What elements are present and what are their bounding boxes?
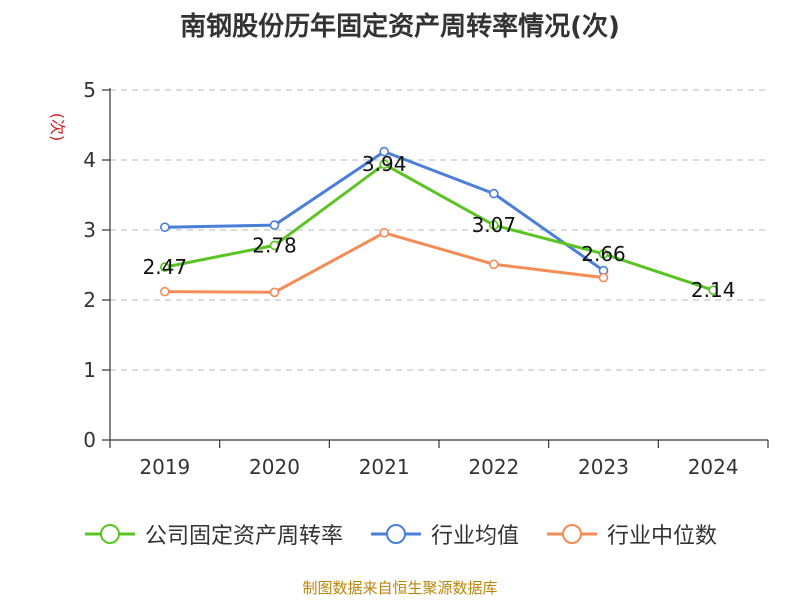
y-tick-label: 2 [83, 288, 96, 312]
source-note: 制图数据来自恒生聚源数据库 [302, 579, 498, 597]
data-label: 2.47 [143, 255, 188, 279]
data-point [379, 159, 389, 169]
legend-label: 公司固定资产周转率 [144, 524, 343, 549]
y-tick-label: 3 [83, 218, 96, 242]
legend-label: 行业均值 [430, 524, 519, 549]
x-tick-label: 2024 [688, 455, 739, 479]
series-line [164, 231, 604, 294]
data-label: 3.07 [472, 213, 517, 237]
series-line [164, 162, 714, 292]
legend-line-icon [370, 524, 421, 544]
data-point [269, 287, 280, 298]
data-point [489, 220, 499, 230]
y-tick-label: 0 [83, 428, 96, 452]
x-tick-label: 2019 [139, 455, 190, 479]
x-tick-label: 2023 [578, 455, 629, 479]
chart-title: 南钢股份历年固定资产周转率情况(次) [180, 12, 620, 42]
legend-item[interactable]: 行业中位数 [545, 518, 717, 550]
legend-item[interactable]: 行业均值 [369, 518, 519, 550]
x-tick-label: 2021 [359, 455, 410, 479]
data-point [269, 240, 280, 251]
data-point [379, 146, 389, 157]
data-point [489, 259, 499, 270]
data-point [160, 286, 170, 297]
x-tick-label: 2022 [468, 455, 519, 479]
x-tick-label: 2020 [249, 455, 300, 479]
data-point [269, 220, 280, 230]
y-tick-label: 4 [83, 148, 96, 172]
y-axis-label: (次) [48, 113, 67, 142]
data-label: 2.66 [581, 242, 626, 266]
data-label: 2.78 [252, 233, 297, 257]
legend-line-icon [547, 524, 597, 544]
data-point [598, 272, 609, 283]
y-tick-label: 1 [83, 358, 96, 382]
y-tick-label: 5 [83, 78, 96, 102]
legend-item[interactable]: 公司固定资产周转率 [83, 518, 343, 550]
data-point [379, 228, 389, 238]
legend: 公司固定资产周转率 行业均值 行业中位数 [0, 518, 800, 550]
data-label: 2.14 [691, 278, 736, 302]
data-label: 3.94 [362, 152, 407, 176]
data-point [598, 249, 609, 259]
data-point [708, 285, 718, 296]
legend-line-icon [84, 524, 135, 544]
legend-label: 行业中位数 [607, 524, 718, 549]
data-point [160, 222, 170, 232]
data-point [160, 262, 170, 272]
data-point [489, 188, 499, 199]
